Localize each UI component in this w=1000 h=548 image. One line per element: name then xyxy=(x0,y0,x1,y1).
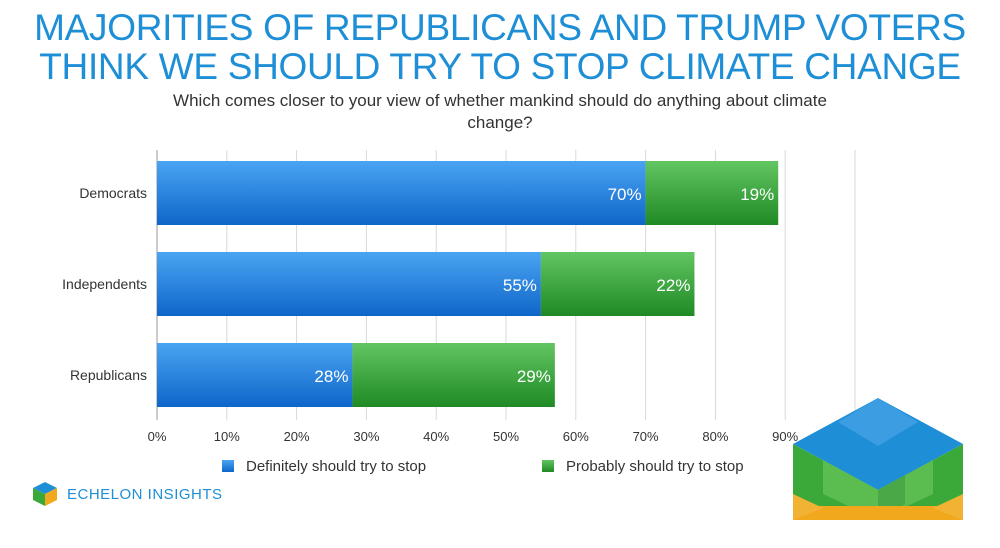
brand-name: ECHELON INSIGHTS xyxy=(67,485,223,503)
x-tick-label: 70% xyxy=(633,429,659,444)
x-tick-label: 90% xyxy=(772,429,798,444)
legend-label: Definitely should try to stop xyxy=(246,458,426,475)
legend-swatch xyxy=(222,460,234,472)
bar-value-label: 22% xyxy=(656,276,690,295)
legend-swatch xyxy=(542,460,554,472)
brand-logo: ECHELON INSIGHTS xyxy=(32,481,223,507)
bar-segment xyxy=(157,252,541,316)
category-label: Republicans xyxy=(70,367,147,383)
category-label: Democrats xyxy=(79,185,147,201)
x-tick-label: 60% xyxy=(563,429,589,444)
chart-title-line2: THINK WE SHOULD TRY TO STOP CLIMATE CHAN… xyxy=(39,46,961,87)
x-tick-label: 10% xyxy=(214,429,240,444)
chart-title-line1: MAJORITIES OF REPUBLICANS AND TRUMP VOTE… xyxy=(34,7,966,48)
chart-subtitle: Which comes closer to your view of wheth… xyxy=(173,91,827,132)
x-tick-label: 30% xyxy=(353,429,379,444)
bar-segment xyxy=(352,343,555,407)
x-tick-label: 80% xyxy=(702,429,728,444)
bar-segment xyxy=(157,161,646,225)
x-tick-label: 0% xyxy=(148,429,167,444)
bar-value-label: 29% xyxy=(517,367,551,386)
cube-logo-icon xyxy=(793,398,963,520)
x-tick-label: 40% xyxy=(423,429,449,444)
category-label: Independents xyxy=(62,276,147,292)
bar-value-label: 28% xyxy=(314,367,348,386)
bar-value-label: 70% xyxy=(608,185,642,204)
legend-label: Probably should try to stop xyxy=(566,458,744,475)
brand-cube-icon xyxy=(33,482,57,506)
bar-segment xyxy=(645,161,779,225)
bar-segment xyxy=(540,252,695,316)
x-tick-label: 50% xyxy=(493,429,519,444)
x-tick-label: 20% xyxy=(284,429,310,444)
bar-value-label: 19% xyxy=(740,185,774,204)
bar-value-label: 55% xyxy=(503,276,537,295)
bar-segment xyxy=(157,343,353,407)
